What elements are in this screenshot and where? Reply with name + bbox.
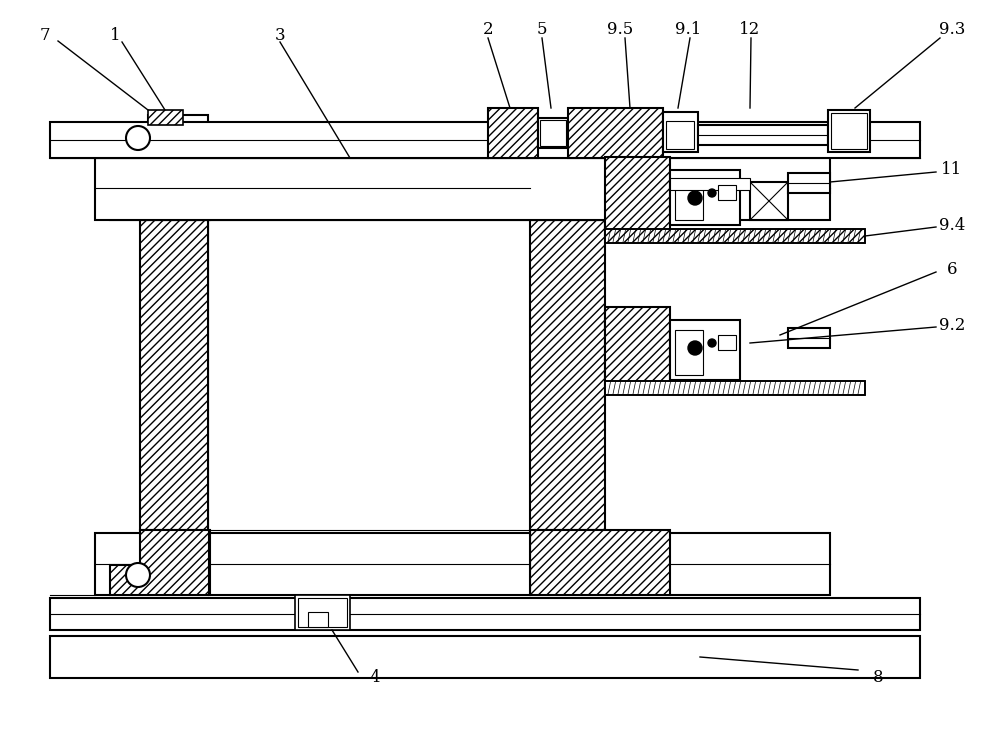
- Text: 4: 4: [370, 669, 380, 686]
- Polygon shape: [110, 160, 210, 220]
- Text: 9.3: 9.3: [939, 21, 965, 39]
- Text: 3: 3: [275, 26, 285, 44]
- Circle shape: [126, 126, 150, 150]
- Bar: [308, 612, 328, 627]
- Bar: [50, 122, 920, 158]
- Circle shape: [708, 189, 716, 197]
- Bar: [675, 330, 703, 375]
- Bar: [540, 120, 566, 146]
- Bar: [666, 121, 694, 149]
- Bar: [670, 320, 740, 380]
- Bar: [670, 170, 740, 225]
- Text: 7: 7: [40, 26, 50, 44]
- Bar: [831, 113, 867, 149]
- Text: 11: 11: [941, 161, 963, 179]
- Bar: [675, 180, 703, 220]
- Bar: [295, 595, 350, 630]
- Bar: [50, 636, 920, 678]
- Bar: [698, 125, 828, 145]
- Bar: [605, 381, 865, 395]
- Bar: [828, 110, 870, 152]
- Text: 12: 12: [739, 21, 761, 39]
- Bar: [605, 229, 865, 243]
- Text: 5: 5: [537, 21, 547, 39]
- Bar: [750, 182, 788, 220]
- Text: 9.1: 9.1: [675, 21, 701, 39]
- Bar: [488, 108, 538, 158]
- Bar: [605, 157, 670, 235]
- Text: 9.4: 9.4: [939, 217, 965, 234]
- Bar: [605, 307, 670, 385]
- Bar: [148, 110, 183, 125]
- Bar: [605, 381, 865, 395]
- Bar: [718, 335, 736, 350]
- Bar: [95, 158, 830, 220]
- Bar: [140, 220, 208, 530]
- Bar: [95, 533, 830, 595]
- Bar: [530, 220, 605, 530]
- Bar: [298, 598, 347, 627]
- Text: 8: 8: [873, 669, 883, 686]
- Polygon shape: [530, 160, 670, 220]
- Text: 6: 6: [947, 261, 957, 279]
- Bar: [663, 112, 698, 152]
- Text: 2: 2: [483, 21, 493, 39]
- Text: 9.5: 9.5: [607, 21, 633, 39]
- Bar: [605, 229, 865, 243]
- Circle shape: [708, 339, 716, 347]
- Polygon shape: [530, 530, 670, 595]
- Bar: [568, 108, 663, 158]
- Bar: [670, 178, 750, 190]
- Bar: [788, 173, 830, 193]
- Text: 1: 1: [110, 26, 120, 44]
- Circle shape: [688, 191, 702, 205]
- Bar: [718, 185, 736, 200]
- Text: 9.2: 9.2: [939, 317, 965, 334]
- Bar: [788, 328, 830, 348]
- Bar: [148, 115, 208, 160]
- Bar: [538, 118, 568, 148]
- Bar: [50, 598, 920, 630]
- Circle shape: [688, 341, 702, 355]
- Polygon shape: [110, 530, 210, 595]
- Circle shape: [126, 563, 150, 587]
